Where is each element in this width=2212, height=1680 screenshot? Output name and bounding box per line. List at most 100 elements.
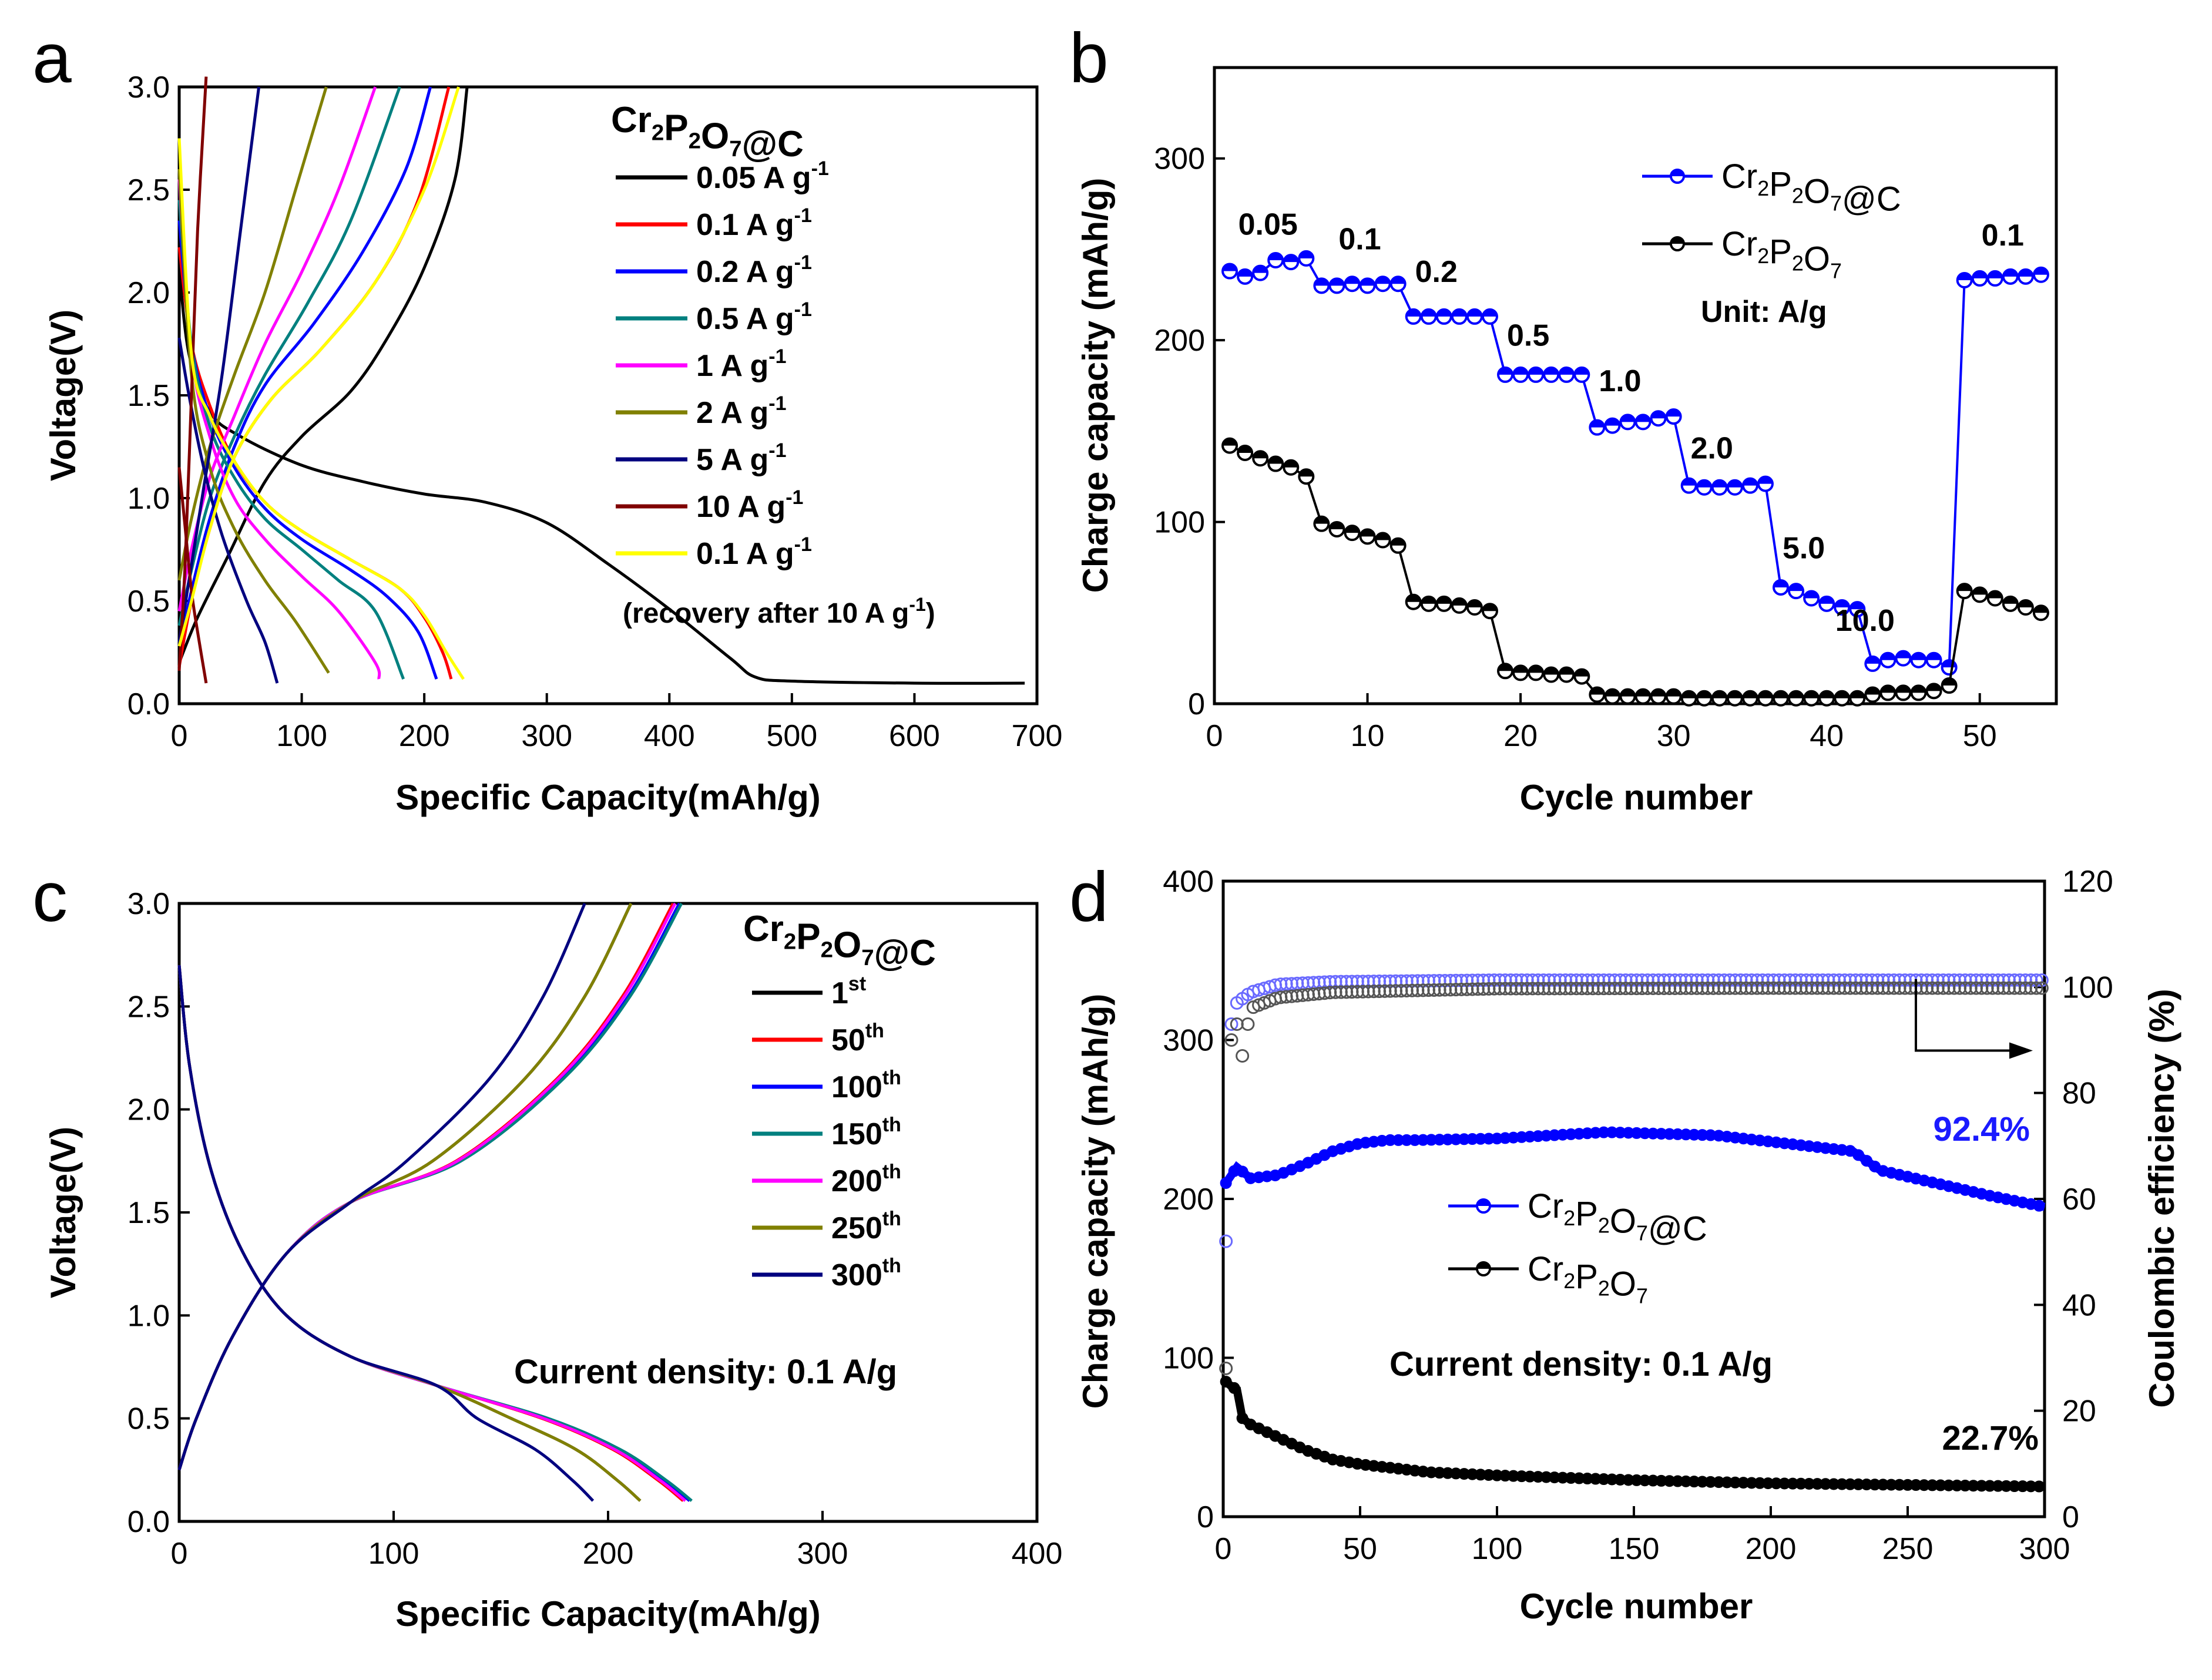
data-point-b-0 bbox=[1711, 479, 1728, 496]
y2-tick-label-d: 80 bbox=[2062, 1077, 2096, 1111]
charge-curve-c-6 bbox=[177, 902, 586, 1471]
x-tick-label-d: 250 bbox=[1882, 1532, 1934, 1566]
panel-letter-b: b bbox=[1069, 19, 1109, 98]
capacity-point-d-1 bbox=[2033, 1480, 2045, 1493]
x-tick-label-d: 50 bbox=[1343, 1532, 1377, 1566]
y-tick-label-a: 1.5 bbox=[127, 379, 170, 413]
marker-half bbox=[1926, 684, 1941, 691]
y-axis-title-d: Charge capacity (mAh/g) bbox=[1076, 994, 1115, 1409]
capacity-point-d-1 bbox=[1236, 1412, 1248, 1424]
y2-tick-label-d: 40 bbox=[2062, 1288, 2096, 1322]
marker-half bbox=[2018, 600, 2033, 608]
discharge-curve-c-5 bbox=[177, 965, 642, 1502]
marker-half bbox=[1681, 478, 1696, 486]
marker-half bbox=[1804, 691, 1819, 698]
data-point-b-1 bbox=[1925, 683, 1942, 700]
data-point-b-1 bbox=[1696, 690, 1713, 707]
data-point-b-1 bbox=[1818, 690, 1835, 707]
data-point-b-1 bbox=[1941, 677, 1958, 694]
y-axis-title-c: Voltage(V) bbox=[43, 1127, 83, 1298]
data-point-b-1 bbox=[1971, 586, 1988, 603]
marker-half bbox=[1835, 600, 1850, 608]
marker-half bbox=[2033, 606, 2048, 613]
capacity-point-d-0 bbox=[1236, 1165, 1248, 1178]
data-point-b-1 bbox=[1834, 690, 1851, 707]
data-point-b-1 bbox=[1221, 437, 1238, 454]
data-point-b-0 bbox=[1634, 414, 1652, 431]
data-point-b-0 bbox=[1528, 366, 1545, 383]
x-tick-label-c: 0 bbox=[171, 1537, 188, 1571]
y-tick-label-a: 3.0 bbox=[127, 70, 170, 105]
legend-marker-fill-b-1 bbox=[1671, 237, 1684, 244]
data-point-b-0 bbox=[1466, 308, 1483, 325]
discharge-curve-c-6 bbox=[177, 965, 595, 1502]
data-point-b-1 bbox=[1328, 520, 1345, 537]
marker-half bbox=[1559, 667, 1574, 675]
marker-half bbox=[1330, 278, 1344, 286]
marker-half bbox=[1360, 278, 1375, 286]
annotation-c: Current density: 0.1 A/g bbox=[514, 1353, 897, 1391]
marker-half bbox=[1957, 584, 1972, 592]
legend-marker-fill-d-1 bbox=[1477, 1262, 1490, 1269]
y-tick-label-d: 100 bbox=[1163, 1342, 1214, 1376]
data-point-b-0 bbox=[1864, 655, 1881, 672]
legend-label-c-3: 150th bbox=[831, 1114, 901, 1151]
legend-label-a-6: 5 A g-1 bbox=[696, 439, 787, 477]
capacity-point-d-0 bbox=[1852, 1149, 1865, 1161]
panel-letter-c: c bbox=[32, 858, 68, 936]
capacity-series-d-1 bbox=[1223, 1378, 2045, 1491]
capacity-point-d-0 bbox=[2033, 1199, 2045, 1212]
data-point-b-1 bbox=[1573, 668, 1590, 685]
y2-axis-title-d: Coulombic efficiency (%) bbox=[2142, 989, 2181, 1407]
x-tick-label-c: 400 bbox=[1012, 1537, 1063, 1571]
marker-half bbox=[2003, 269, 2018, 277]
marker-half bbox=[1620, 415, 1635, 422]
plot-frame-b bbox=[1213, 66, 2058, 705]
data-point-b-0 bbox=[1680, 477, 1697, 494]
legend-label-a-2: 0.2 A g-1 bbox=[696, 251, 812, 289]
marker-half bbox=[1865, 656, 1880, 664]
marker-half bbox=[1498, 367, 1513, 375]
plot-frame-c bbox=[177, 902, 1039, 1523]
x-tick-label-b: 50 bbox=[1963, 719, 1997, 753]
data-point-b-0 bbox=[1971, 270, 1988, 287]
marker-half bbox=[1513, 367, 1528, 375]
marker-half bbox=[1666, 689, 1681, 697]
y-tick-label-c: 0.0 bbox=[127, 1505, 170, 1539]
data-point-b-1 bbox=[1528, 664, 1545, 681]
legend-label-b-1: Cr2P2O7 bbox=[1721, 225, 1842, 283]
legend-label-c-4: 200th bbox=[831, 1161, 901, 1198]
x-tick-label-a: 200 bbox=[399, 719, 450, 753]
marker-half bbox=[2018, 269, 2033, 277]
retention-label-d-1: 22.7% bbox=[1942, 1419, 2039, 1457]
marker-half bbox=[1636, 415, 1650, 422]
data-point-b-1 bbox=[1558, 666, 1575, 683]
legend-note-a: (recovery after 10 A g-1) bbox=[623, 594, 935, 629]
data-point-b-0 bbox=[1788, 583, 1805, 600]
marker-half bbox=[1942, 678, 1956, 686]
legend-title-a: Cr2P2O7@C bbox=[611, 100, 804, 164]
marker-half bbox=[1513, 666, 1528, 673]
marker-half bbox=[1406, 594, 1421, 602]
y-tick-label-a: 2.0 bbox=[127, 276, 170, 310]
marker-half bbox=[1421, 309, 1436, 317]
legend-label-c-0: 1st bbox=[831, 973, 866, 1010]
data-point-b-1 bbox=[1604, 688, 1621, 705]
marker-half bbox=[1620, 689, 1635, 697]
data-point-b-0 bbox=[1986, 270, 2003, 287]
legend-label-d-1: Cr2P2O7 bbox=[1528, 1250, 1648, 1308]
data-point-b-0 bbox=[1834, 599, 1851, 616]
rate-label-b-0: 0.05 bbox=[1238, 208, 1298, 242]
data-point-b-1 bbox=[1910, 684, 1927, 701]
y-tick-label-a: 2.5 bbox=[127, 173, 170, 207]
axis-arrowhead-d bbox=[2009, 1042, 2033, 1059]
marker-half bbox=[2033, 267, 2048, 275]
data-point-b-0 bbox=[2002, 268, 2019, 285]
y-tick-label-a: 0.5 bbox=[127, 584, 170, 619]
data-point-b-1 bbox=[1726, 690, 1743, 707]
data-point-b-0 bbox=[1573, 366, 1590, 383]
data-point-b-0 bbox=[1481, 308, 1498, 325]
marker-half bbox=[1345, 277, 1360, 284]
marker-half bbox=[1911, 653, 1926, 660]
data-point-b-0 bbox=[1895, 650, 1912, 667]
